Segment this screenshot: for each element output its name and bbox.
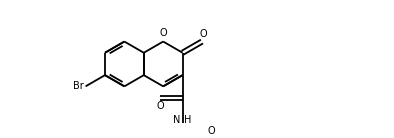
- Text: N: N: [173, 115, 180, 125]
- Text: H: H: [184, 115, 191, 125]
- Text: O: O: [159, 28, 167, 38]
- Text: Br: Br: [72, 81, 83, 91]
- Text: O: O: [156, 101, 164, 111]
- Text: O: O: [207, 126, 215, 136]
- Text: O: O: [200, 29, 207, 39]
